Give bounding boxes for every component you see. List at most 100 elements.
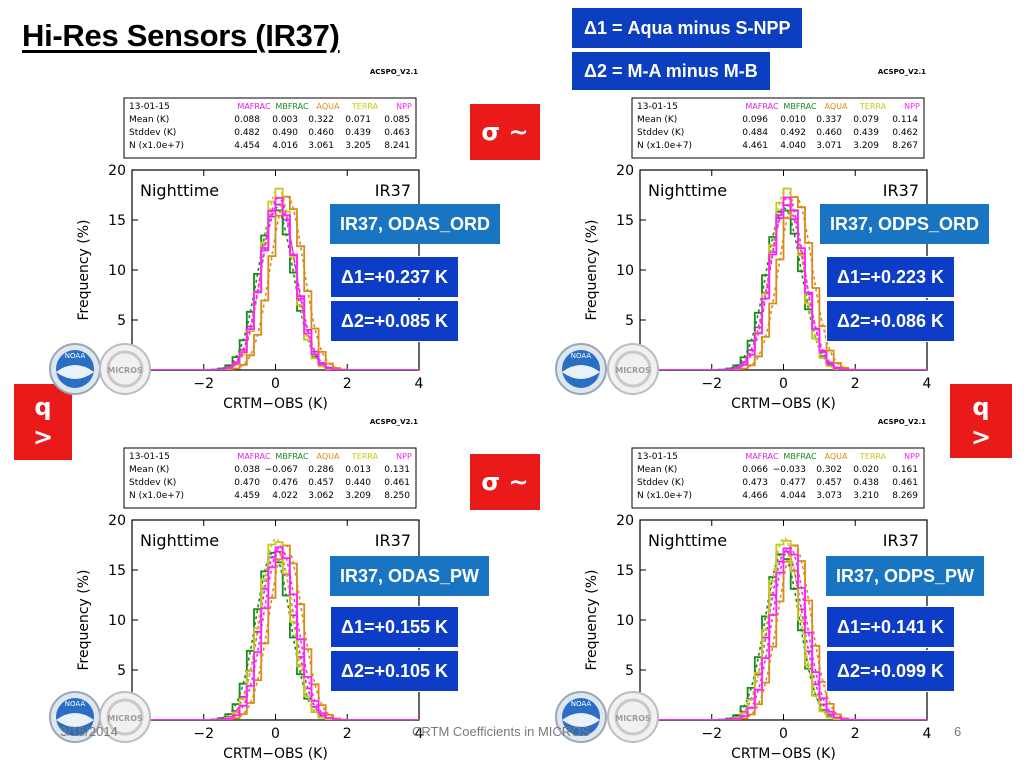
annotation-nighttime: Nighttime bbox=[648, 181, 727, 200]
stats-value: 0.322 bbox=[308, 115, 334, 125]
stats-row-label: Stddev (K) bbox=[129, 478, 176, 488]
x-tick-label: 4 bbox=[415, 376, 424, 392]
stats-row-label: N (x1.0e+7) bbox=[129, 141, 184, 151]
histogram-chart: ACSPO_V2.1 13-01-15 MAFRAC MBFRAC AQUA TERRA N… bbox=[584, 418, 932, 762]
y-axis-label: Frequency (%) bbox=[76, 219, 92, 320]
corner-tag: ACSPO_V2.1 bbox=[370, 68, 418, 76]
stats-series-header: NPP bbox=[396, 102, 412, 111]
stats-value: 4.461 bbox=[742, 141, 768, 151]
stats-value: 0.079 bbox=[853, 115, 879, 125]
stats-date: 13-01-15 bbox=[637, 102, 678, 112]
stats-row-label: Mean (K) bbox=[637, 115, 677, 125]
stats-series-header: MAFRAC bbox=[237, 102, 271, 111]
stats-value: 0.463 bbox=[384, 128, 410, 138]
y-axis-label: Frequency (%) bbox=[584, 569, 600, 670]
stats-box bbox=[631, 97, 925, 159]
histogram-series-group bbox=[640, 187, 927, 370]
stats-row-label: N (x1.0e+7) bbox=[637, 491, 692, 501]
svg-text:MICROS: MICROS bbox=[615, 366, 651, 375]
scheme-label: IR37, ODPS_ORD bbox=[820, 204, 990, 244]
stats-value: 3.071 bbox=[816, 141, 842, 151]
stats-value: 0.066 bbox=[742, 465, 768, 475]
stats-box bbox=[631, 447, 925, 509]
histogram-chart: ACSPO_V2.1 13-01-15 MAFRAC MBFRAC AQUA TERRA N… bbox=[76, 418, 424, 762]
y-tick-label: 20 bbox=[108, 513, 126, 529]
annotation-nighttime: Nighttime bbox=[140, 531, 219, 550]
stats-value: 0.096 bbox=[742, 115, 768, 125]
histogram-series-group bbox=[132, 537, 419, 720]
stats-value: 3.205 bbox=[345, 141, 371, 151]
stats-value: 0.013 bbox=[345, 465, 371, 475]
stats-date: 13-01-15 bbox=[637, 452, 678, 462]
stats-value: 3.209 bbox=[853, 141, 879, 151]
noaa-logo: NOAA bbox=[554, 690, 608, 744]
chart-panel-odas-ord: ACSPO_V2.1 13-01-15 MAFRAC MBFRAC AQUA TERRA N… bbox=[62, 64, 462, 412]
noaa-logo: NOAA bbox=[48, 342, 102, 396]
stats-value: 0.020 bbox=[853, 465, 879, 475]
stats-value: 0.003 bbox=[272, 115, 298, 125]
stats-value: 0.462 bbox=[892, 128, 918, 138]
delta1-value: Δ1=+0.141 K bbox=[826, 606, 956, 648]
micros-logo: MICROS bbox=[606, 690, 660, 744]
x-tick-label: −2 bbox=[701, 726, 722, 742]
stats-value: 3.062 bbox=[308, 491, 334, 501]
stats-row-label: Mean (K) bbox=[129, 115, 169, 125]
series-histogram-npp bbox=[132, 196, 419, 370]
delta2-value: Δ2=+0.099 K bbox=[826, 650, 956, 692]
x-tick-label: −2 bbox=[193, 376, 214, 392]
stats-box bbox=[123, 447, 417, 509]
stats-value: 8.267 bbox=[892, 141, 918, 151]
footer-page-number: 6 bbox=[954, 724, 962, 739]
stats-value: 0.460 bbox=[308, 128, 334, 138]
stats-row-label: Stddev (K) bbox=[129, 128, 176, 138]
stats-value: 4.016 bbox=[272, 141, 298, 151]
stats-value: 0.490 bbox=[272, 128, 298, 138]
stats-row-label: N (x1.0e+7) bbox=[637, 141, 692, 151]
annotation-channel: IR37 bbox=[883, 531, 919, 550]
y-tick-label: 15 bbox=[108, 213, 126, 229]
svg-text:NOAA: NOAA bbox=[65, 700, 86, 708]
y-tick-label: 20 bbox=[616, 163, 634, 179]
stats-value: 0.482 bbox=[234, 128, 260, 138]
stats-value: 0.470 bbox=[234, 478, 260, 488]
stats-series-header: TERRA bbox=[859, 452, 887, 461]
x-tick-label: 2 bbox=[343, 726, 352, 742]
corner-tag: ACSPO_V2.1 bbox=[878, 68, 926, 76]
y-tick-label: 15 bbox=[108, 563, 126, 579]
series-histogram-terra bbox=[132, 187, 419, 370]
x-tick-label: −2 bbox=[701, 376, 722, 392]
stats-value: 0.114 bbox=[892, 115, 918, 125]
svg-text:MICROS: MICROS bbox=[107, 366, 143, 375]
stats-value: 0.161 bbox=[892, 465, 918, 475]
x-tick-label: −2 bbox=[193, 726, 214, 742]
stats-value: 0.457 bbox=[816, 478, 842, 488]
micros-logo: MICROS bbox=[98, 342, 152, 396]
stats-value: 8.269 bbox=[892, 491, 918, 501]
stats-series-header: TERRA bbox=[859, 102, 887, 111]
stats-row-label: Stddev (K) bbox=[637, 128, 684, 138]
stats-series-header: TERRA bbox=[351, 452, 379, 461]
stats-value: 0.038 bbox=[234, 465, 260, 475]
x-axis-label: CRTM−OBS (K) bbox=[731, 746, 836, 762]
stats-series-header: NPP bbox=[904, 102, 920, 111]
series-histogram-terra bbox=[132, 541, 419, 720]
stats-series-header: MBFRAC bbox=[783, 102, 817, 111]
delta1-value: Δ1=+0.223 K bbox=[826, 256, 956, 298]
stats-value: 4.466 bbox=[742, 491, 768, 501]
stats-value: 4.022 bbox=[272, 491, 298, 501]
stats-value: 0.337 bbox=[816, 115, 842, 125]
stats-value: 0.438 bbox=[853, 478, 879, 488]
stats-value: 0.010 bbox=[780, 115, 806, 125]
stats-series-header: TERRA bbox=[351, 102, 379, 111]
stats-series-header: NPP bbox=[904, 452, 920, 461]
stats-value: 0.286 bbox=[308, 465, 334, 475]
stats-value: 0.461 bbox=[384, 478, 410, 488]
stats-series-header: AQUA bbox=[317, 452, 340, 461]
stats-series-header: MBFRAC bbox=[783, 452, 817, 461]
y-axis-label: Frequency (%) bbox=[76, 569, 92, 670]
y-tick-label: 5 bbox=[117, 663, 126, 679]
y-tick-label: 20 bbox=[616, 513, 634, 529]
stats-value: 3.210 bbox=[853, 491, 879, 501]
annotation-channel: IR37 bbox=[375, 181, 411, 200]
stats-series-header: MAFRAC bbox=[237, 452, 271, 461]
